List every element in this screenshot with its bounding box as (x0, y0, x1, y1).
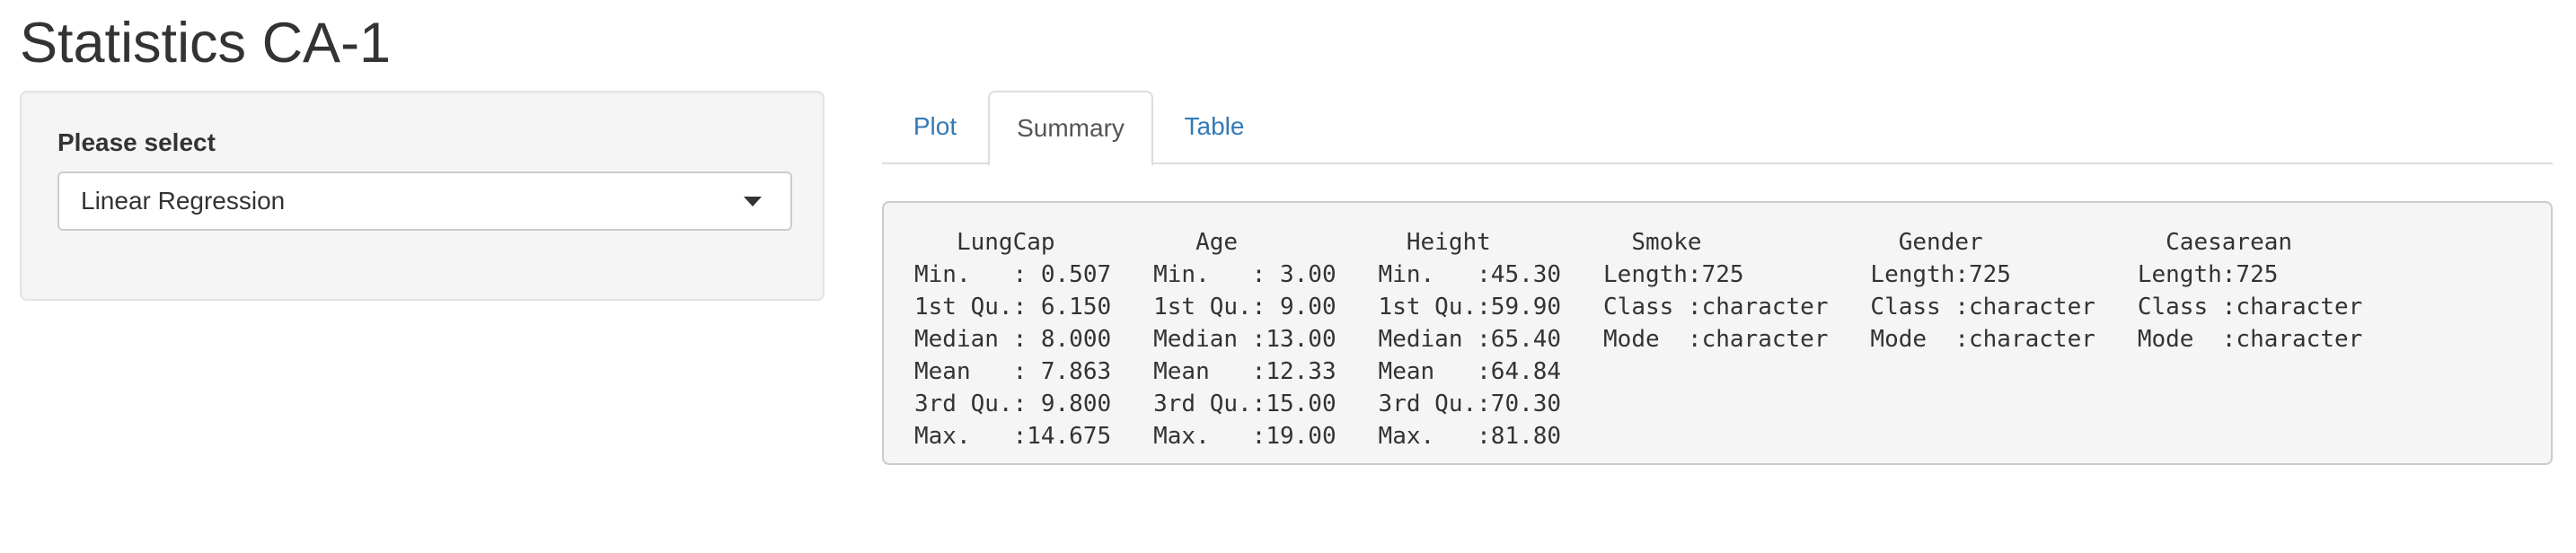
sidebar-panel: Please select Linear Regression (20, 91, 825, 301)
tab-summary[interactable]: Summary (988, 91, 1153, 166)
summary-line-min: Min. : 0.507 Min. : 3.00 Min. :45.30 Len… (914, 261, 2391, 288)
summary-output: LungCap Age Height Smoke Gender Caesarea… (882, 201, 2553, 465)
page-title: Statistics CA-1 (20, 12, 392, 75)
select-value: Linear Regression (81, 187, 286, 215)
summary-line-header: LungCap Age Height Smoke Gender Caesarea… (914, 229, 2405, 256)
tab-table[interactable]: Table (1184, 112, 1245, 140)
summary-line-3rd-qu: 3rd Qu.: 9.800 3rd Qu.:15.00 3rd Qu.:70.… (914, 391, 2377, 417)
select-label: Please select (57, 128, 216, 156)
summary-line-mean: Mean : 7.863 Mean :12.33 Mean :64.84 (914, 358, 2377, 385)
caret-down-icon[interactable] (744, 197, 762, 206)
summary-line-median: Median : 8.000 Median :13.00 Median :65.… (914, 326, 2391, 353)
summary-line-1st-qu: 1st Qu.: 6.150 1st Qu.: 9.00 1st Qu.:59.… (914, 294, 2391, 320)
model-select-dropdown[interactable]: Linear Regression (57, 171, 792, 231)
summary-line-max: Max. :14.675 Max. :19.00 Max. :81.80 (914, 423, 2377, 450)
tab-bar: Plot Summary Table (882, 91, 2553, 166)
tab-plot[interactable]: Plot (913, 112, 957, 140)
